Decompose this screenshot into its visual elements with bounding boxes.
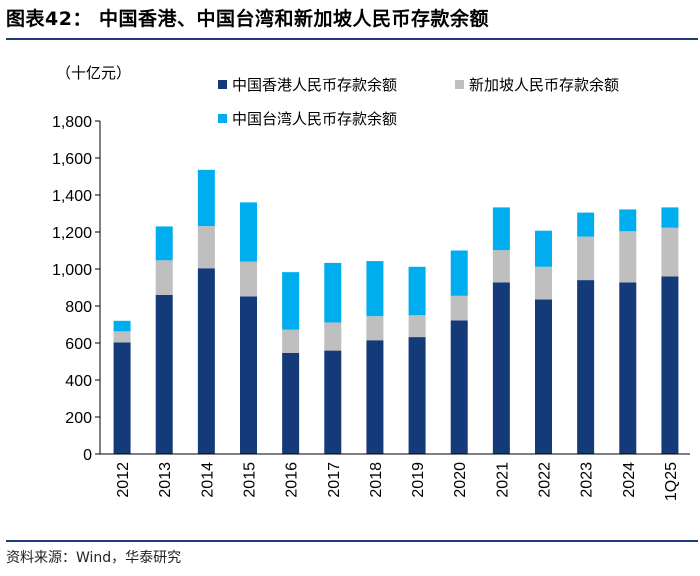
- bar-segment-taiwan: [197, 169, 215, 227]
- legend-swatch-hongkong: [218, 80, 227, 89]
- source-divider: [6, 540, 698, 542]
- chart-title: 图表42： 中国香港、中国台湾和新加坡人民币存款余额: [6, 8, 490, 30]
- bar-segment-hongkong: [324, 350, 342, 454]
- bar-segment-hongkong: [577, 280, 595, 454]
- legend-label-hongkong: 中国香港人民币存款余额: [232, 76, 398, 94]
- x-tick-label: 2015: [242, 462, 259, 498]
- x-tick-label: 2013: [157, 462, 174, 498]
- x-tick-label: 2017: [326, 462, 343, 498]
- bar-segment-singapore: [492, 250, 510, 283]
- y-tick-label: 1,200: [52, 225, 92, 242]
- bar-segment-taiwan: [450, 250, 468, 296]
- x-tick-label: 2022: [537, 462, 554, 498]
- y-tick-label: 1,800: [52, 114, 92, 131]
- stacked-bar-chart: 0 200 400 600 800 1,000 1,200 1,400 1,600 1,800 20…: [52, 114, 690, 501]
- legend-swatch-singapore: [455, 80, 464, 89]
- bar-segment-taiwan: [619, 209, 637, 232]
- bar-segment-taiwan: [113, 320, 131, 332]
- bar-segment-hongkong: [492, 282, 510, 454]
- bar-segment-hongkong: [408, 337, 426, 454]
- x-tick-label: 2021: [494, 462, 511, 498]
- x-tick-label: 2012: [115, 462, 132, 498]
- legend-swatch-taiwan: [218, 114, 227, 123]
- bar-segment-singapore: [324, 322, 342, 351]
- bar-segment-singapore: [155, 260, 173, 295]
- bar-segment-taiwan: [366, 261, 384, 317]
- x-tick-label: 2023: [579, 462, 596, 498]
- bar-segment-taiwan: [535, 230, 552, 267]
- bar-segment-singapore: [408, 315, 426, 338]
- bar-segment-hongkong: [282, 352, 300, 454]
- legend-label-singapore: 新加坡人民币存款余额: [469, 76, 620, 94]
- y-axis-unit-label: （十亿元）: [56, 64, 132, 82]
- y-tick-label: 0: [83, 447, 92, 464]
- bar-segment-taiwan: [492, 207, 510, 251]
- x-tick-label: 2016: [284, 462, 301, 498]
- bar-segment-taiwan: [577, 212, 595, 237]
- x-tick-label: 1Q25: [663, 462, 680, 501]
- bar-segment-singapore: [619, 231, 637, 283]
- source-note: 资料来源：Wind，华泰研究: [6, 550, 182, 566]
- bar-segment-hongkong: [197, 268, 215, 454]
- y-tick-label: 800: [65, 299, 92, 316]
- x-tick-label: 2019: [410, 462, 427, 498]
- bar-segment-hongkong: [450, 320, 468, 454]
- y-tick-label: 200: [65, 410, 92, 427]
- legend-item-hongkong: 中国香港人民币存款余额: [218, 74, 397, 95]
- bar-segment-singapore: [661, 227, 679, 277]
- y-tick-label: 600: [65, 336, 92, 353]
- legend-label-taiwan: 中国台湾人民币存款余额: [232, 110, 398, 128]
- x-tick-label: 2020: [452, 462, 469, 498]
- legend-item-singapore: 新加坡人民币存款余额: [455, 74, 619, 95]
- bar-segment-singapore: [366, 316, 384, 341]
- bar-segment-singapore: [282, 329, 300, 353]
- y-tick-label: 1,000: [52, 262, 92, 279]
- bar-segment-singapore: [535, 266, 552, 300]
- bar-segment-hongkong: [535, 299, 552, 454]
- y-tick-label: 400: [65, 373, 92, 390]
- bar-segment-hongkong: [113, 342, 131, 454]
- bar-segment-singapore: [113, 331, 131, 343]
- bar-segment-hongkong: [366, 340, 384, 454]
- x-tick-label: 2024: [621, 462, 638, 498]
- legend-item-taiwan: 中国台湾人民币存款余额: [218, 108, 397, 129]
- y-tick-label: 1,600: [52, 151, 92, 168]
- bar-segment-hongkong: [240, 296, 257, 454]
- bar-segment-taiwan: [282, 272, 300, 330]
- bar-segment-taiwan: [155, 226, 173, 261]
- bar-segment-hongkong: [661, 276, 679, 454]
- title-divider: [6, 38, 698, 40]
- bar-segment-taiwan: [240, 202, 257, 262]
- bar-segment-singapore: [240, 261, 257, 297]
- y-tick-label: 1,400: [52, 188, 92, 205]
- x-tick-label: 2018: [368, 462, 385, 498]
- bar-segment-hongkong: [155, 294, 173, 454]
- bar-segment-hongkong: [619, 282, 637, 454]
- bar-segment-taiwan: [661, 207, 679, 228]
- bar-segment-singapore: [577, 236, 595, 281]
- bar-segment-taiwan: [408, 266, 426, 316]
- bar-segment-singapore: [450, 295, 468, 321]
- bar-segment-singapore: [197, 226, 215, 269]
- x-tick-label: 2014: [199, 462, 216, 498]
- bar-segment-taiwan: [324, 262, 342, 323]
